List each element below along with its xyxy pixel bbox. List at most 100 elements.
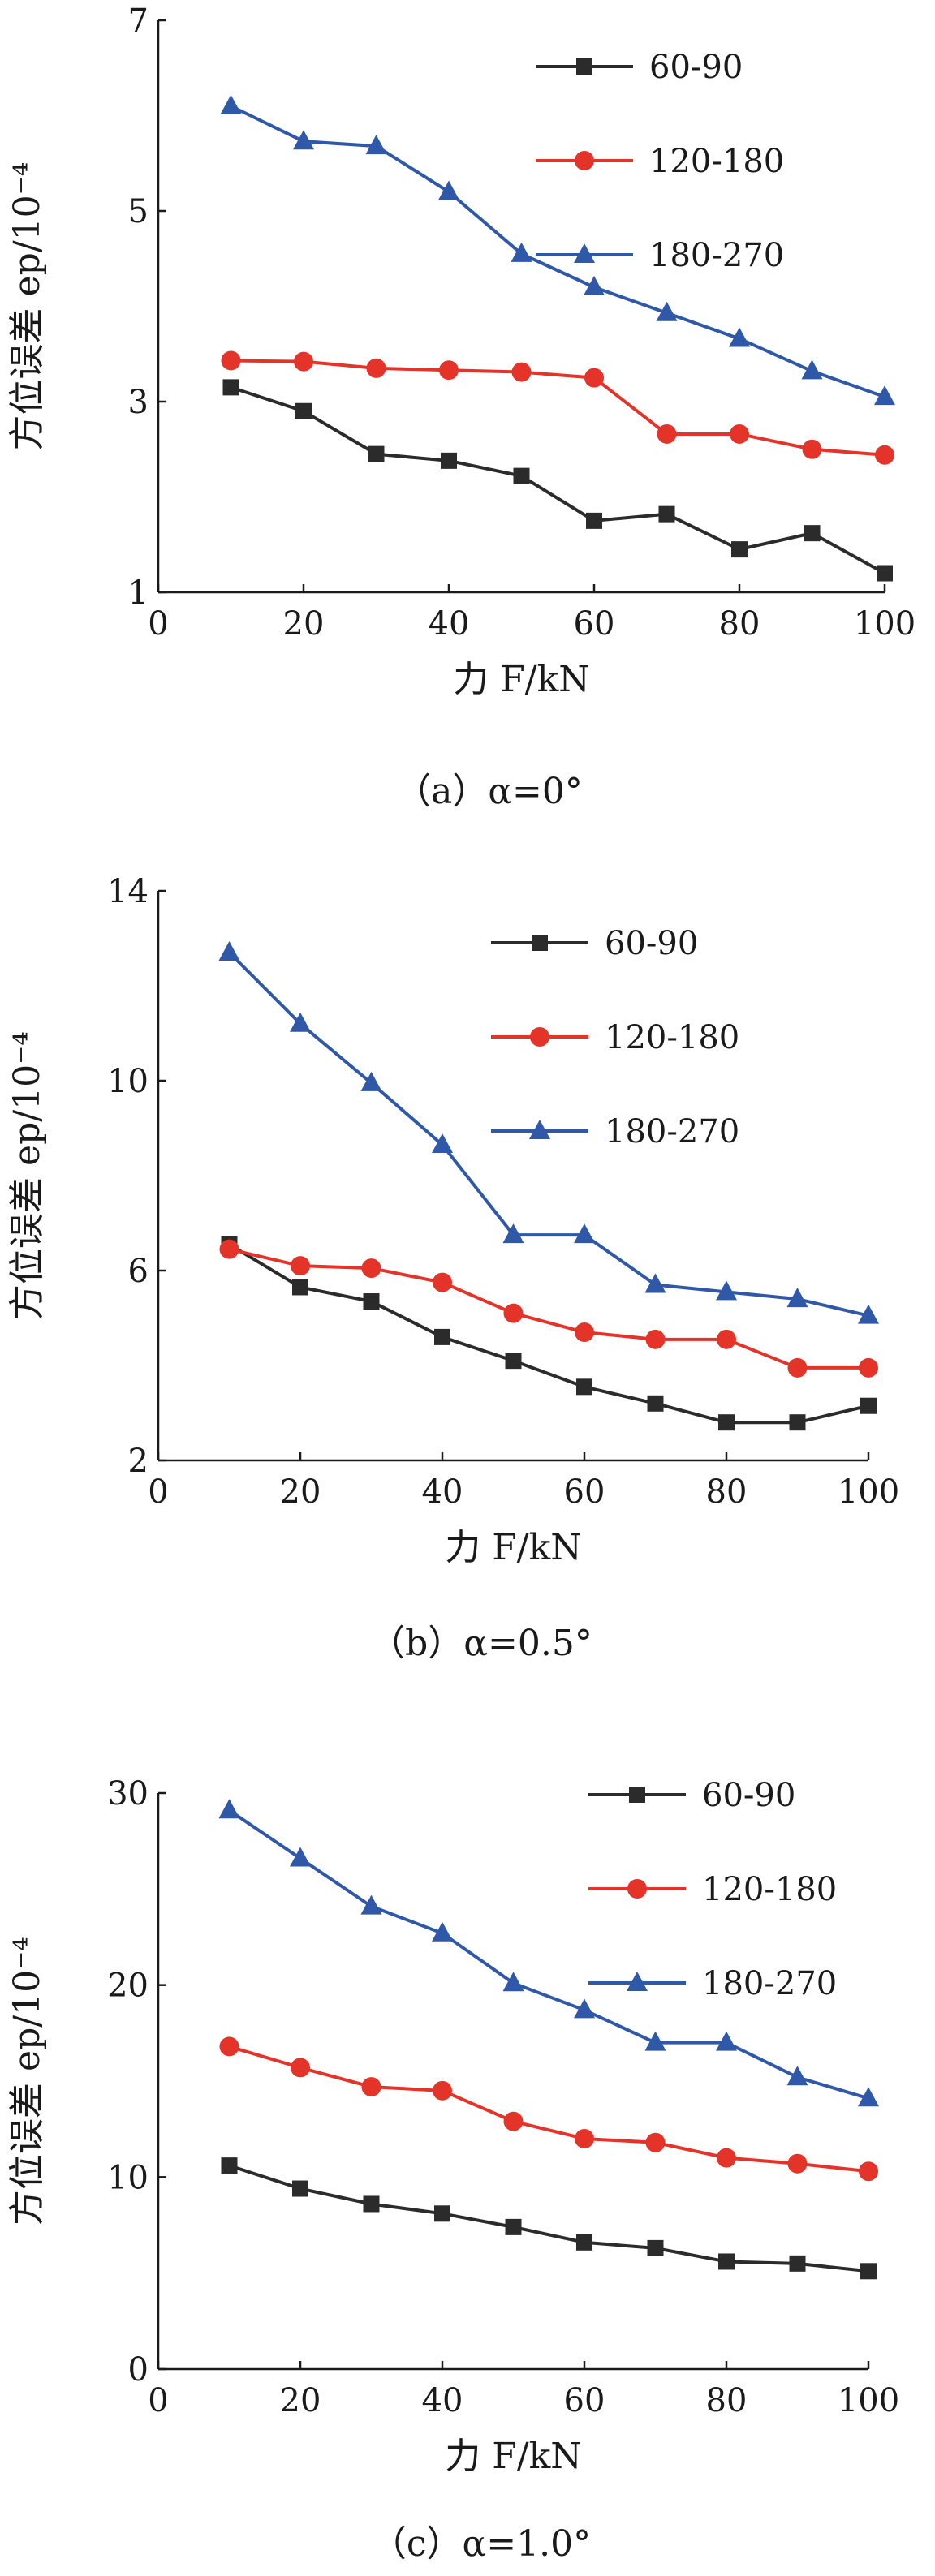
data-point — [218, 1799, 240, 1819]
data-point — [293, 130, 314, 150]
series-60-90 — [221, 2157, 877, 2280]
panel-caption: （b）α=0.5° — [369, 1623, 592, 1664]
legend-entry: 180-270 — [491, 1113, 739, 1150]
y-tick-label: 10 — [107, 2159, 149, 2196]
x-tick-label: 100 — [838, 2382, 899, 2419]
data-point — [802, 439, 822, 459]
legend-entry: 180-270 — [536, 237, 784, 274]
data-point — [360, 1071, 382, 1091]
data-point — [647, 2239, 664, 2256]
data-point — [574, 1223, 595, 1244]
x-tick-label: 60 — [564, 1473, 605, 1511]
x-tick-label: 100 — [854, 605, 916, 643]
data-point — [875, 445, 894, 465]
data-point — [292, 2180, 308, 2197]
data-point — [718, 2253, 735, 2270]
series-60-90 — [221, 1236, 877, 1431]
series-120-180 — [219, 1239, 878, 1378]
legend-label: 60-90 — [649, 49, 743, 86]
data-point — [441, 452, 457, 469]
y-tick-label: 5 — [128, 193, 149, 230]
y-tick-label: 2 — [128, 1443, 149, 1480]
data-point — [434, 2205, 450, 2222]
x-tick-label: 40 — [422, 1473, 463, 1511]
data-point — [586, 512, 602, 529]
data-point — [292, 1279, 308, 1296]
legend-label: 120-180 — [702, 1871, 837, 1908]
data-point — [584, 368, 604, 388]
data-point — [657, 424, 677, 444]
y-tick-label: 6 — [128, 1253, 149, 1290]
data-point — [716, 2031, 737, 2051]
data-point — [291, 2058, 310, 2078]
data-point — [363, 1293, 380, 1310]
y-tick-label: 14 — [107, 873, 149, 910]
legend-marker — [532, 935, 548, 951]
data-point — [644, 1273, 666, 1293]
data-point — [219, 2036, 239, 2057]
y-tick-label: 3 — [128, 384, 149, 421]
data-point — [503, 1303, 524, 1323]
data-point — [575, 1322, 594, 1343]
data-point — [438, 180, 459, 200]
data-point — [717, 2148, 736, 2168]
x-tick-label: 20 — [280, 1473, 321, 1511]
data-point — [859, 1357, 878, 1378]
legend-label: 120-180 — [605, 1019, 739, 1056]
data-point — [858, 2087, 879, 2107]
legend-label: 180-270 — [605, 1113, 739, 1150]
x-tick-label: 0 — [148, 2382, 168, 2419]
data-point — [858, 1304, 879, 1324]
data-point — [432, 1921, 453, 1942]
x-tick-label: 40 — [422, 2382, 463, 2419]
data-point — [222, 379, 239, 396]
data-point — [365, 135, 387, 155]
legend-entry: 60-90 — [588, 1777, 795, 1814]
data-point — [574, 1998, 595, 2019]
data-point — [363, 2195, 380, 2213]
y-axis-title: 方位误差 ep/10⁻⁴ — [6, 1937, 48, 2226]
data-point — [221, 2157, 238, 2174]
legend-marker — [529, 1120, 550, 1139]
data-point — [433, 1272, 452, 1292]
legend-entry: 120-180 — [536, 143, 784, 180]
data-point — [502, 1223, 524, 1244]
legend-label: 180-270 — [702, 1965, 837, 2002]
data-point — [645, 2132, 666, 2152]
legend-marker — [575, 151, 594, 170]
data-point — [787, 1357, 808, 1378]
data-point — [789, 2255, 806, 2272]
panel-caption: （c）α=1.0° — [371, 2523, 591, 2565]
data-point — [294, 351, 313, 372]
data-point — [290, 1012, 311, 1032]
series-line — [228, 2164, 869, 2273]
x-tick-label: 80 — [706, 2382, 748, 2419]
legend-marker — [627, 1879, 647, 1899]
series-line — [228, 1808, 869, 2101]
data-point — [584, 276, 605, 295]
data-point — [360, 1894, 382, 1915]
y-tick-label: 30 — [107, 1775, 149, 1813]
y-tick-label: 0 — [128, 2351, 149, 2389]
data-point — [877, 565, 893, 582]
chart-panel-1: 0 20 40 60 80 100 1 3 5 7 力 F/kN 方位误差 ep/10⁻⁴ （a）α=0… — [6, 2, 916, 812]
data-point — [786, 1288, 808, 1308]
chart-panel-3: 0 20 40 60 80 100 0 10 20 30 力 F/kN 方位误差 ep/10⁻⁴ （c）… — [6, 1775, 899, 2565]
y-tick-label: 10 — [107, 1063, 149, 1100]
data-point — [717, 1329, 736, 1349]
series-180-270 — [220, 94, 895, 406]
legend-entry: 180-270 — [588, 1965, 837, 2002]
data-point — [291, 1256, 310, 1276]
data-point — [433, 2080, 452, 2101]
series-120-180 — [221, 350, 894, 465]
data-point — [801, 359, 823, 380]
y-tick-label: 1 — [128, 574, 149, 612]
x-tick-label: 20 — [283, 605, 325, 643]
data-point — [503, 2111, 524, 2131]
data-point — [729, 327, 750, 347]
series-180-270 — [218, 1799, 879, 2107]
series-line — [228, 2045, 869, 2174]
data-point — [502, 1972, 524, 1992]
